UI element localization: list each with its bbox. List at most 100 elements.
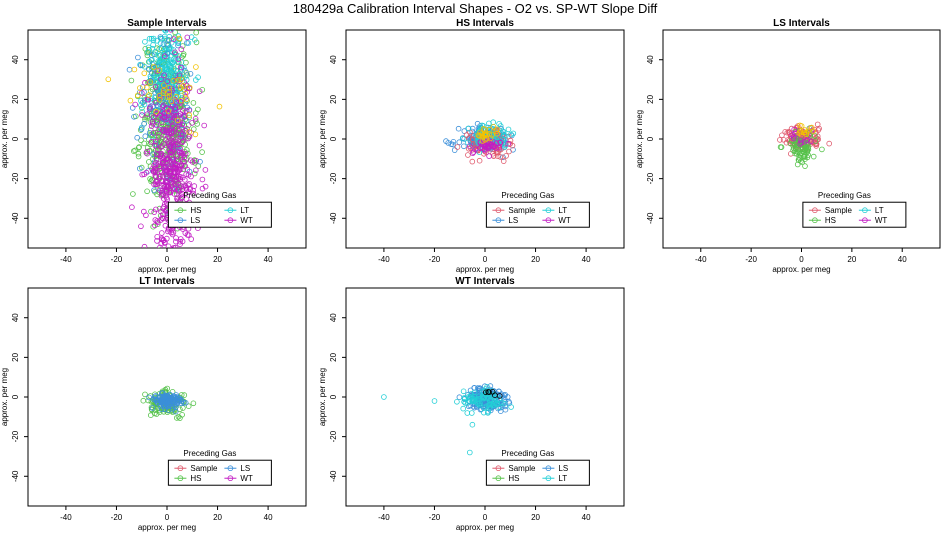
point-wt: [146, 106, 153, 112]
points-layer: [443, 119, 517, 165]
legend-label-sample: Sample: [508, 206, 536, 215]
point-outlier: [466, 449, 473, 456]
point-other: [486, 126, 493, 133]
point-wt: [466, 143, 473, 149]
point-other: [131, 66, 138, 73]
legend-box: [485, 201, 590, 228]
point-wt: [189, 159, 196, 165]
point-ls: [469, 125, 476, 132]
point-hs: [131, 148, 137, 154]
point-ls: [156, 96, 162, 102]
point-ls: [172, 394, 178, 401]
point-hs: [139, 105, 145, 111]
point-wt: [200, 254, 205, 259]
point-wt: [177, 149, 183, 156]
legend-marker-hs: [812, 217, 818, 224]
x-tick-label: -20: [745, 255, 757, 264]
point-wt: [186, 232, 192, 238]
point-other: [494, 126, 500, 133]
point-wt: [170, 165, 176, 171]
x-tick-label: -40: [378, 513, 390, 522]
point-ls: [197, 158, 203, 165]
point-other: [186, 112, 193, 118]
point-wt: [161, 114, 168, 120]
point-wt: [152, 99, 159, 106]
point-wt: [790, 133, 797, 140]
point-wt: [486, 153, 492, 159]
x-tick-label: 40: [582, 513, 591, 522]
point-wt: [156, 164, 163, 170]
point-ls: [138, 62, 144, 69]
point-other: [161, 82, 167, 89]
point-wt: [184, 34, 191, 41]
point-ls: [456, 394, 463, 401]
point-wt: [159, 187, 166, 194]
point-ls: [135, 54, 141, 61]
legend-title: Preceding Gas: [183, 449, 236, 458]
point-wt: [807, 138, 814, 145]
point-other: [180, 83, 187, 89]
point-wt: [158, 76, 164, 83]
point-wt: [505, 140, 512, 147]
point-wt: [175, 168, 182, 175]
point-wt: [167, 150, 174, 156]
x-tick-label: 0: [165, 255, 170, 264]
point-lt: [461, 398, 467, 405]
legend-marker-lt: [862, 207, 868, 214]
point-wt: [177, 238, 183, 245]
point-ls: [182, 67, 188, 74]
point-lt: [508, 131, 514, 138]
point-wt: [168, 162, 175, 168]
point-ls: [129, 105, 136, 111]
point-lt: [161, 65, 168, 71]
point-sample: [506, 148, 512, 155]
point-wt: [170, 146, 177, 153]
point-ls: [152, 90, 159, 96]
x-tick-label: 20: [531, 513, 540, 522]
point-hs: [157, 247, 161, 248]
point-wt: [159, 173, 166, 180]
legend-label-ls: LS: [508, 216, 518, 225]
point-wt: [469, 150, 476, 156]
point-lt: [150, 42, 156, 48]
point-sample: [463, 132, 470, 138]
point-wt: [165, 92, 172, 98]
point-hs: [193, 30, 199, 36]
point-hs: [155, 221, 161, 228]
point-wt: [171, 138, 177, 145]
legend-marker-sample: [812, 207, 818, 214]
point-hs: [181, 2, 186, 7]
point-other: [146, 92, 152, 98]
legend-title: Preceding Gas: [501, 191, 554, 200]
point-lt: [460, 388, 467, 395]
point-sample: [454, 144, 461, 150]
y-tick-label: 0: [329, 136, 338, 141]
point-wt: [169, 130, 175, 137]
point-hs: [185, 403, 192, 410]
point-wt: [141, 208, 147, 215]
point-ls: [150, 396, 157, 403]
point-ls: [168, 102, 174, 108]
point-hs: [172, 30, 178, 36]
point-wt: [159, 215, 165, 221]
x-tick-label: -40: [60, 513, 72, 522]
point-hs: [195, 106, 201, 113]
point-ls: [172, 73, 179, 79]
x-tick-label: 20: [847, 255, 856, 264]
point-lt: [489, 388, 495, 395]
point-hs: [148, 404, 155, 411]
point-wt: [162, 222, 169, 229]
point-lt: [167, 77, 173, 84]
point-hs: [144, 114, 150, 121]
point-wt: [187, 254, 192, 259]
point-lt: [154, 37, 160, 44]
point-hs: [795, 146, 802, 153]
panel-title: LS Intervals: [773, 18, 830, 29]
point-lt: [464, 410, 471, 416]
point-other: [482, 137, 488, 143]
point-wt: [188, 236, 195, 242]
point-wt: [174, 141, 181, 147]
point-outlier: [504, 394, 511, 400]
point-wt: [148, 138, 155, 145]
